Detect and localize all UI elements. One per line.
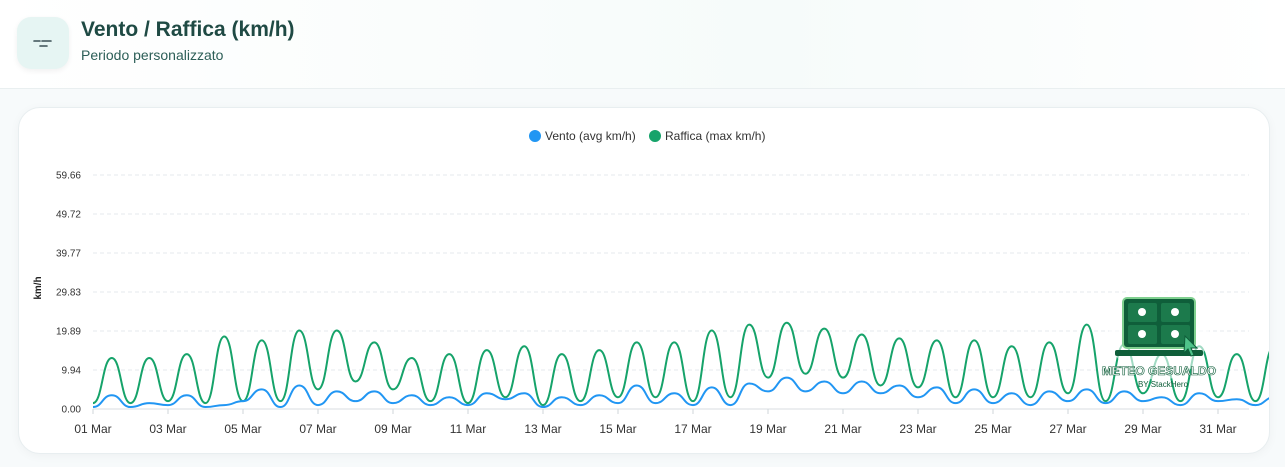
x-tick-label: 21 Mar <box>824 422 861 436</box>
sun-icon <box>1138 308 1146 316</box>
x-tick-label: 19 Mar <box>749 422 786 436</box>
legend-label[interactable]: Raffica (max km/h) <box>665 129 765 143</box>
series-line-vento <box>92 376 1269 409</box>
page-subtitle: Periodo personalizzato <box>81 47 224 63</box>
legend-marker[interactable] <box>529 130 541 142</box>
page-title: Vento / Raffica (km/h) <box>81 18 295 41</box>
series-line-raffica <box>92 321 1269 407</box>
x-tick-label: 05 Mar <box>224 422 261 436</box>
chart-legend: Vento (avg km/h) Raffica (max km/h) <box>529 129 765 143</box>
cursor-icon <box>1183 334 1199 357</box>
x-tick-label: 27 Mar <box>1049 422 1086 436</box>
page-header: Vento / Raffica (km/h) Periodo personali… <box>0 0 1285 89</box>
y-tick-label: 39.77 <box>56 249 81 260</box>
y-tick-label: 29.83 <box>56 288 81 299</box>
x-tick-label: 17 Mar <box>674 422 711 436</box>
cloud-icon <box>1171 308 1179 316</box>
wind-chart: 0.00 9.94 19.89 29.83 39.77 49.72 59.66 01 Mar… <box>33 129 1269 436</box>
rain-icon <box>1138 330 1146 338</box>
laptop-base-shape <box>1115 350 1203 356</box>
watermark-title: METEO GESUALDO <box>1102 364 1216 378</box>
chart-series <box>92 321 1269 409</box>
x-tick-label: 01 Mar <box>74 422 111 436</box>
chart-grid <box>93 174 1249 410</box>
x-tick-label: 31 Mar <box>1199 422 1236 436</box>
legend-label[interactable]: Vento (avg km/h) <box>545 129 636 143</box>
x-tick-label: 25 Mar <box>974 422 1011 436</box>
x-tick-label: 09 Mar <box>374 422 411 436</box>
x-tick-label: 29 Mar <box>1124 422 1161 436</box>
x-axis-ticks: 01 Mar 03 Mar 05 Mar 07 Mar 09 Mar 11 Mar 13 M… <box>74 409 1237 436</box>
storm-icon <box>1171 330 1179 338</box>
watermark-subtitle: BY StackHero <box>1138 380 1189 389</box>
legend-marker[interactable] <box>649 130 661 142</box>
y-axis-label: km/h <box>33 276 44 299</box>
x-tick-label: 07 Mar <box>299 422 336 436</box>
y-tick-label: 0.00 <box>62 405 82 416</box>
x-tick-label: 13 Mar <box>524 422 561 436</box>
y-axis-ticks: 0.00 9.94 19.89 29.83 39.77 49.72 59.66 <box>56 171 81 416</box>
wind-icon <box>17 17 69 69</box>
watermark-logo: METEO GESUALDO BY StackHero <box>1102 280 1216 389</box>
y-tick-label: 49.72 <box>56 209 81 220</box>
y-tick-label: 9.94 <box>62 366 82 377</box>
chart-card: 0.00 9.94 19.89 29.83 39.77 49.72 59.66 01 Mar… <box>18 107 1270 454</box>
x-tick-label: 15 Mar <box>599 422 636 436</box>
y-tick-label: 59.66 <box>56 171 81 182</box>
x-tick-label: 23 Mar <box>899 422 936 436</box>
x-tick-label: 11 Mar <box>450 422 486 436</box>
x-tick-label: 03 Mar <box>149 422 186 436</box>
y-tick-label: 19.89 <box>56 326 81 337</box>
